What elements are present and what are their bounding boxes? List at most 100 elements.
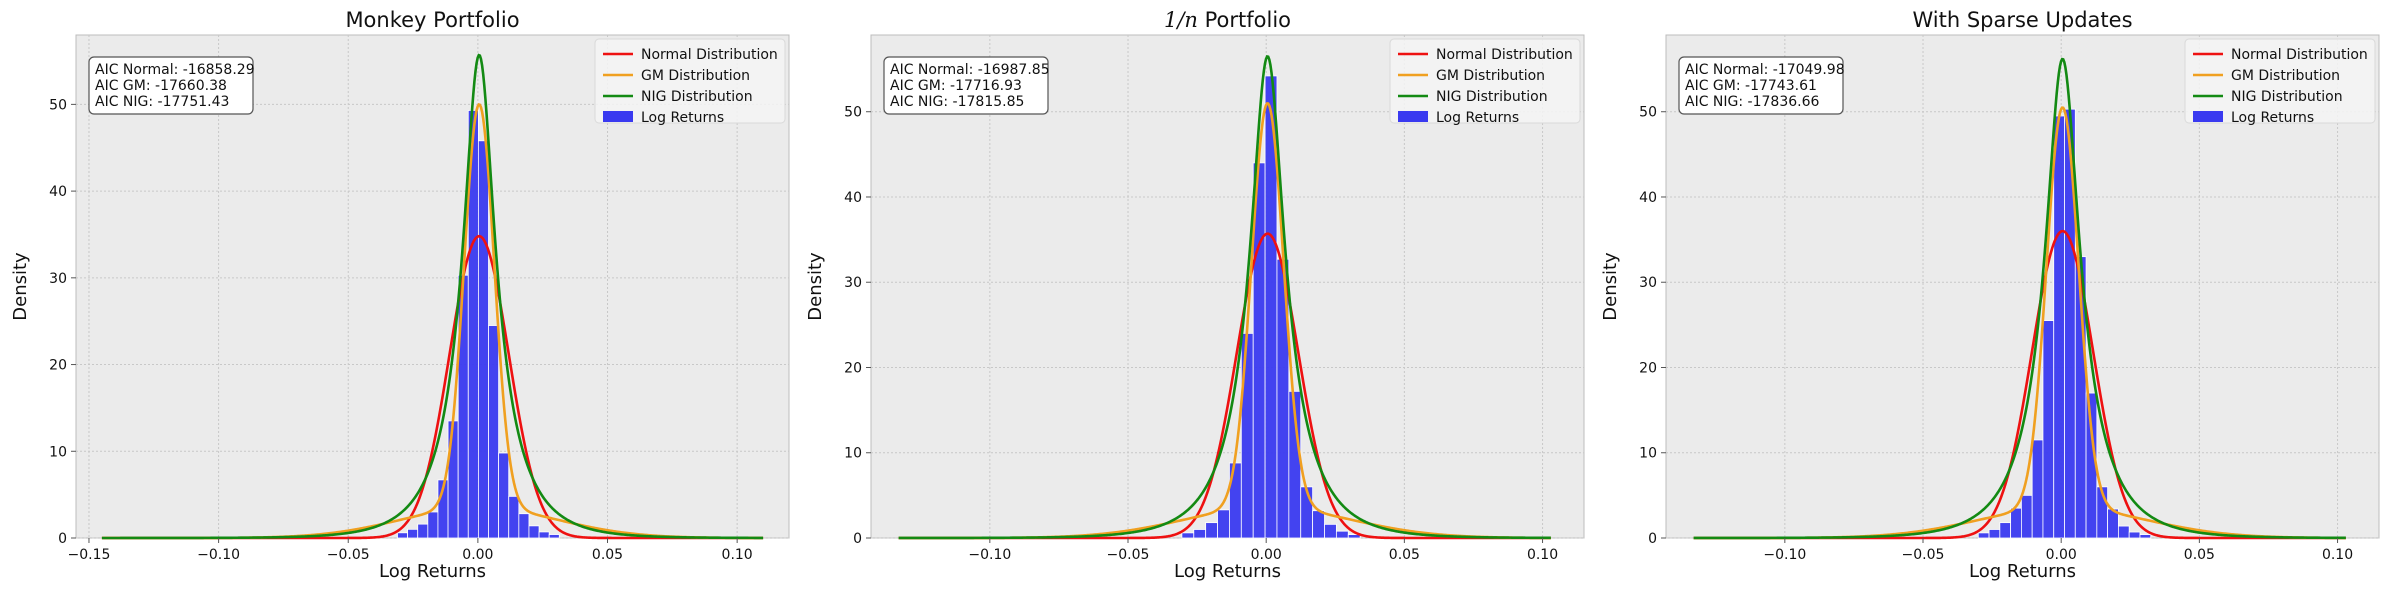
histogram-bar (1205, 522, 1218, 539)
x-tick-label: −0.05 (1107, 547, 1150, 563)
y-tick-label: 50 (844, 105, 862, 121)
histogram-bar (1181, 532, 1195, 539)
y-tick-label: 10 (1639, 446, 1657, 462)
histogram-bar (1977, 532, 1990, 539)
legend-entry: Normal Distribution (2231, 47, 2368, 63)
aic-annotation-line: AIC Normal: -16987.85 (890, 62, 1050, 78)
histogram-bar (447, 420, 459, 539)
y-tick-label: 0 (853, 531, 862, 547)
y-tick-label: 30 (844, 275, 862, 291)
x-axis-label: Log Returns (379, 561, 486, 582)
histogram-bar (2053, 115, 2065, 539)
histogram-bar (2020, 494, 2033, 539)
histogram-bar (1999, 522, 2012, 539)
y-tick-label: 20 (844, 360, 862, 376)
y-axis-label: Density (1600, 252, 1621, 321)
x-tick-label: −0.05 (1902, 547, 1945, 563)
histogram-bar (2128, 531, 2141, 539)
aic-annotation-line: AIC NIG: -17815.85 (890, 94, 1024, 110)
legend-entry: Log Returns (2231, 110, 2314, 126)
aic-annotation-line: AIC GM: -17716.93 (890, 78, 1022, 94)
x-tick-label: 0.05 (592, 547, 623, 563)
histogram-bar (488, 325, 500, 539)
legend-entry: NIG Distribution (1436, 89, 1548, 105)
histogram-bar (397, 532, 409, 539)
histogram-bar (538, 531, 550, 539)
x-axis-label: Log Returns (1969, 561, 2076, 582)
x-tick-label: 0.05 (1389, 547, 1420, 563)
legend-entry: Normal Distribution (1436, 47, 1573, 63)
y-tick-label: 50 (49, 97, 67, 113)
histogram-bar (1312, 510, 1325, 539)
histogram-bar (427, 511, 439, 539)
y-tick-label: 40 (844, 190, 862, 206)
aic-annotation-line: AIC NIG: -17836.66 (1685, 94, 1819, 110)
histogram-bar (2042, 320, 2055, 539)
aic-annotation-box (883, 56, 1049, 115)
y-axis-label: Density (805, 252, 826, 321)
x-tick-label: −0.10 (968, 547, 1011, 563)
legend-entry: GM Distribution (2231, 68, 2340, 84)
legend-box (1389, 38, 1581, 124)
x-tick-label: 0.10 (2322, 547, 2353, 563)
histogram-bar (2139, 534, 2152, 539)
histogram-bar (508, 495, 520, 539)
chart-title: Monkey Portfolio (345, 8, 519, 32)
x-tick-label: 0.00 (2046, 547, 2077, 563)
y-tick-label: 40 (49, 184, 67, 200)
x-axis-label: Log Returns (1174, 561, 1281, 582)
x-tick-label: −0.10 (1763, 547, 1806, 563)
y-tick-label: 20 (1639, 360, 1657, 376)
legend-swatch (2193, 111, 2223, 122)
histogram-bar (1988, 529, 2001, 539)
y-tick-label: 0 (58, 531, 67, 547)
y-tick-label: 20 (49, 358, 67, 374)
aic-annotation-line: AIC GM: -17743.61 (1685, 78, 1817, 94)
aic-annotation-box (88, 56, 254, 115)
histogram-bar (2117, 525, 2130, 539)
x-tick-label: −0.10 (197, 547, 240, 563)
legend-entry: Log Returns (641, 110, 724, 126)
chart-title: 1/n Portfolio (1164, 8, 1291, 32)
legend-swatch (603, 111, 633, 122)
y-axis-label: Density (10, 252, 31, 321)
chart-panel-1: −0.15 −0.10 −0.05 0.00 0.05 0.10 0 10 20 30 40 50 Lo… (10, 8, 790, 582)
y-tick-label: 40 (1639, 190, 1657, 206)
histogram-bar (548, 534, 560, 539)
x-tick-label: −0.15 (68, 547, 111, 563)
series-line-nig (898, 55, 1551, 540)
chart-panel-3: −0.10 −0.05 0.00 0.05 0.10 0 10 20 30 40 50 Log Ret… (1600, 8, 2380, 582)
histogram-bar (2031, 439, 2044, 539)
histogram-bar (1217, 509, 1230, 539)
aic-annotation-line: AIC Normal: -16858.29 (95, 62, 255, 78)
chart-title: With Sparse Updates (1912, 8, 2132, 32)
histogram-bar (518, 513, 530, 539)
histogram-bar (417, 523, 429, 539)
legend-entry: NIG Distribution (2231, 89, 2343, 105)
x-tick-label: −0.05 (327, 547, 370, 563)
aic-annotation-line: AIC Normal: -17049.98 (1685, 62, 1845, 78)
y-tick-label: 0 (1648, 531, 1657, 547)
histogram-bar (1240, 332, 1254, 539)
histogram-bar (1335, 530, 1349, 539)
legend-box (2184, 38, 2376, 124)
histogram-bar (1193, 529, 1207, 539)
legend-entry: GM Distribution (641, 68, 750, 84)
histogram-bar (498, 452, 510, 539)
histogram-bar (1300, 486, 1314, 539)
histogram-bar (528, 525, 540, 539)
histogram-bar (407, 528, 419, 539)
legend-entry: GM Distribution (1436, 68, 1545, 84)
chart-panel-2: −0.10 −0.05 0.00 0.05 0.10 0 10 20 30 40 50 Log Ret… (805, 8, 1585, 582)
histogram-bar (2010, 507, 2022, 539)
aic-annotation-line: AIC NIG: -17751.43 (95, 94, 229, 110)
legend-entry: NIG Distribution (641, 89, 753, 105)
legend-entry: Log Returns (1436, 110, 1519, 126)
y-tick-label: 30 (49, 271, 67, 287)
x-tick-label: 0.05 (2184, 547, 2215, 563)
y-tick-label: 30 (1639, 275, 1657, 291)
x-tick-label: 0.10 (1527, 547, 1558, 563)
y-tick-label: 10 (844, 446, 862, 462)
aic-annotation-box (1678, 56, 1844, 115)
